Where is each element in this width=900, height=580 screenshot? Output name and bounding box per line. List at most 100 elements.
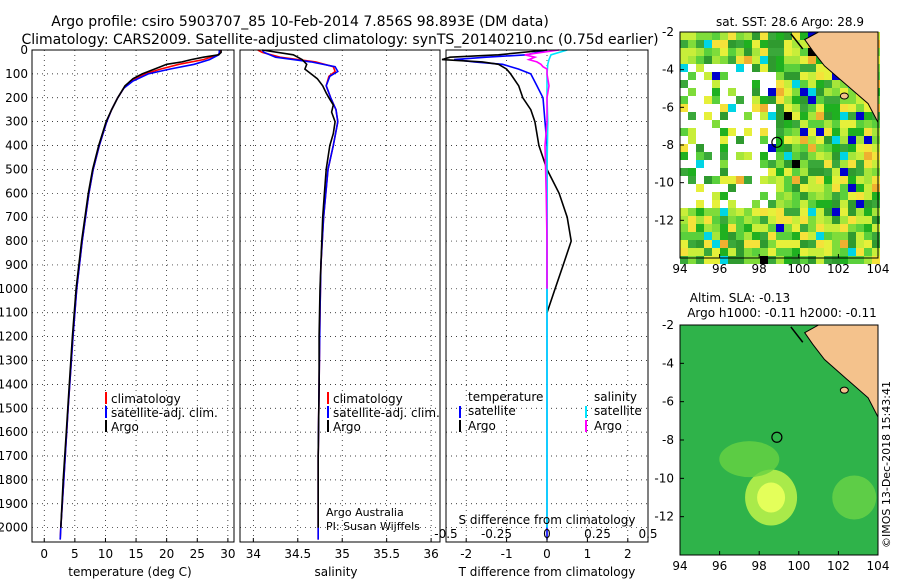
sst-cell	[864, 248, 872, 256]
sst-cell	[768, 40, 776, 48]
sst-cell	[800, 208, 808, 216]
sst-cell	[864, 240, 872, 248]
sst-cell	[712, 256, 720, 264]
legend-label-t-argo: Argo	[468, 419, 496, 433]
sst-cell	[704, 192, 712, 200]
sst-cell	[840, 240, 848, 248]
x-tick-label: 34	[246, 547, 261, 561]
sst-cell	[712, 200, 720, 208]
sst-cell	[712, 176, 720, 184]
sst-cell	[768, 128, 776, 136]
sst-cell	[720, 72, 728, 80]
sst-cell	[792, 240, 800, 248]
sst-cell	[760, 32, 768, 40]
sst-cell	[680, 248, 688, 256]
sst-cell	[784, 240, 792, 248]
sst-cell	[776, 40, 784, 48]
sst-cell	[816, 96, 824, 104]
sst-cell	[808, 96, 816, 104]
y-tick-label: -12	[654, 510, 674, 524]
salinity-xlabel: salinity	[314, 565, 357, 579]
sst-cell	[824, 72, 832, 80]
sst-cell	[784, 232, 792, 240]
sst-cell	[720, 80, 728, 88]
sst-cell	[784, 160, 792, 168]
sst-cell	[840, 176, 848, 184]
sst-cell	[800, 168, 808, 176]
sst-cell	[736, 176, 744, 184]
sst-cell	[720, 232, 728, 240]
sst-cell	[696, 56, 704, 64]
sst-cell	[704, 120, 712, 128]
sst-cell	[784, 256, 792, 264]
sst-cell	[728, 224, 736, 232]
sst-cell	[680, 40, 688, 48]
y-tick-label: 1500	[0, 401, 28, 415]
sst-cell	[736, 40, 744, 48]
sst-cell	[832, 224, 840, 232]
sst-cell	[680, 240, 688, 248]
sst-cell	[688, 88, 696, 96]
sst-cell	[760, 144, 768, 152]
legend-label-s-argo: Argo	[594, 419, 622, 433]
sst-cell	[784, 136, 792, 144]
sst-cell	[832, 160, 840, 168]
x-tick-label: 98	[752, 559, 767, 573]
x-tick-label: 102	[827, 559, 850, 573]
sst-cell	[744, 120, 752, 128]
sst-cell	[848, 152, 856, 160]
legend-title-salinity: salinity	[594, 390, 637, 404]
sst-cell	[696, 64, 704, 72]
sst-cell	[768, 88, 776, 96]
sst-cell	[752, 160, 760, 168]
legend-label-argo: Argo	[333, 420, 361, 434]
sst-cell	[768, 192, 776, 200]
y-tick-label: -4	[662, 63, 674, 77]
sst-cell	[712, 88, 720, 96]
sst-cell	[728, 216, 736, 224]
sst-cell	[680, 176, 688, 184]
sst-cell	[808, 104, 816, 112]
sst-cell	[712, 72, 720, 80]
sst-cell	[824, 136, 832, 144]
sst-cell	[696, 120, 704, 128]
sst-cell	[760, 136, 768, 144]
y-tick-label: 900	[5, 258, 28, 272]
sst-cell	[680, 96, 688, 104]
sla-map-title-1: Altim. SLA: -0.13	[690, 291, 790, 305]
legend-title-temperature: temperature	[468, 390, 543, 404]
sst-cell	[696, 136, 704, 144]
sst-cell	[776, 248, 784, 256]
sst-cell	[776, 136, 784, 144]
sst-cell	[688, 240, 696, 248]
sst-cell	[816, 104, 824, 112]
sst-cell	[744, 128, 752, 136]
sst-cell	[800, 88, 808, 96]
sst-cell	[712, 40, 720, 48]
sst-cell	[832, 144, 840, 152]
sst-cell	[696, 216, 704, 224]
sst-cell	[872, 184, 880, 192]
sst-cell	[736, 80, 744, 88]
sst-cell	[768, 160, 776, 168]
sst-cell	[808, 192, 816, 200]
sst-cell	[776, 168, 784, 176]
sst-cell	[720, 160, 728, 168]
sst-cell	[792, 64, 800, 72]
sst-cell	[776, 160, 784, 168]
y-tick-label: 1700	[0, 449, 28, 463]
sst-cell	[768, 104, 776, 112]
sst-cell	[728, 248, 736, 256]
sst-cell	[848, 216, 856, 224]
sst-cell	[856, 120, 864, 128]
sst-cell	[872, 248, 880, 256]
sst-cell	[768, 232, 776, 240]
sst-cell	[872, 176, 880, 184]
sst-cell	[704, 56, 712, 64]
sst-cell	[872, 232, 880, 240]
sst-cell	[720, 168, 728, 176]
sst-cell	[704, 168, 712, 176]
sst-cell	[792, 224, 800, 232]
sst-cell	[760, 184, 768, 192]
sst-cell	[744, 72, 752, 80]
